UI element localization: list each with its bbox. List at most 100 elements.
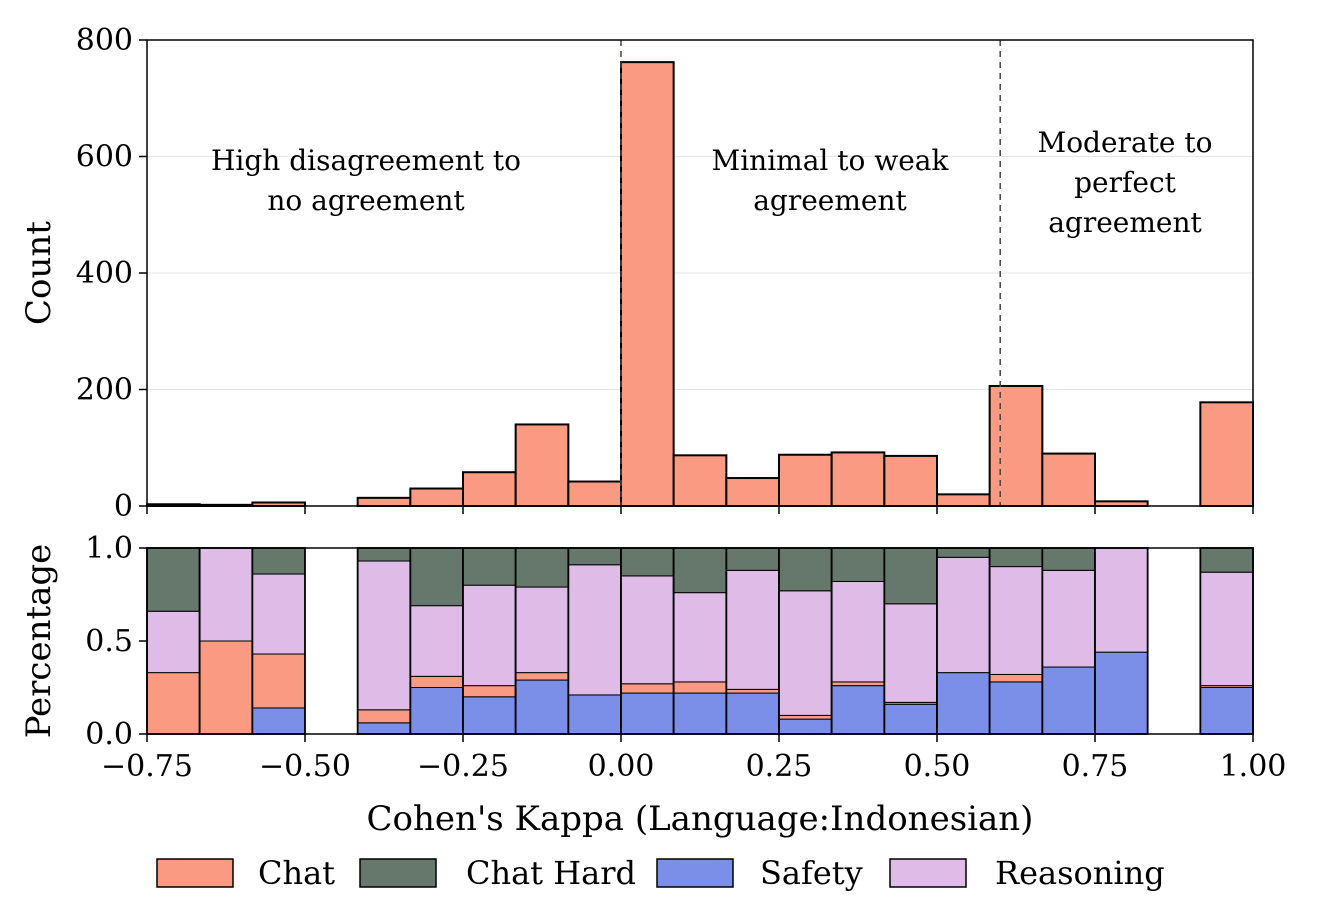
count-bar (830, 451, 886, 508)
percentage-segment (883, 603, 938, 703)
region-label: agreement (753, 184, 907, 217)
percentage-segment (146, 610, 201, 674)
percentage-segment (620, 547, 675, 577)
percentage-segment (936, 547, 991, 558)
legend: Chat Chat Hard Safety Reasoning (156, 854, 1165, 892)
count-bar (988, 385, 1044, 508)
x-tick-label: −0.75 (101, 749, 193, 784)
percentage-segment (462, 584, 517, 687)
percentage-segment (883, 703, 938, 735)
percentage-segment (673, 592, 727, 683)
legend-label: Chat Hard (466, 854, 636, 892)
x-tick-label: 0.50 (904, 749, 971, 784)
count-bar (356, 496, 412, 508)
percentage-segment (673, 547, 727, 594)
percentage-segment (251, 573, 306, 655)
percentage-segment (1199, 547, 1254, 573)
percentage-segment (1041, 547, 1096, 571)
count-bar (936, 493, 991, 508)
percentage-segment (936, 672, 991, 735)
percentage-segment (778, 590, 833, 716)
legend-label: Safety (760, 854, 863, 892)
percentage-segment (1094, 547, 1149, 653)
x-tick-label: −0.50 (259, 749, 351, 784)
region-label: High disagreement to (211, 144, 521, 177)
percentage-segment (989, 547, 1043, 568)
percentage-segment (1199, 687, 1254, 735)
percentage-segment (146, 547, 201, 612)
legend-swatch (359, 858, 437, 888)
percentage-segment (673, 692, 727, 735)
count-bar (725, 477, 780, 508)
legend-swatch (889, 858, 967, 888)
percentage-segment (725, 692, 780, 735)
percentage-segment (251, 653, 306, 709)
legend-swatch (156, 858, 234, 888)
percentage-segment (1094, 651, 1149, 735)
region-label: Minimal to weak (712, 144, 950, 177)
legend-label: Chat (258, 854, 335, 892)
x-tick-label: 0.75 (1062, 749, 1129, 784)
count-bar (883, 454, 938, 507)
percentage-segment (725, 547, 780, 571)
percentage-segment (462, 696, 517, 735)
y-tick-label: 0.5 (85, 624, 133, 659)
percentage-segment (357, 709, 411, 724)
y-axis-label: Count (19, 221, 59, 325)
percentage-segment (515, 679, 569, 735)
percentage-segment (515, 547, 569, 588)
x-tick-label: 0.00 (588, 749, 655, 784)
percentage-segment (199, 547, 253, 642)
percentage-segment (515, 586, 569, 674)
count-bar (1041, 452, 1096, 508)
y-tick-label: 200 (76, 373, 133, 408)
percentage-segment (1199, 571, 1254, 687)
percentage-segment (778, 718, 833, 735)
count-bar (778, 453, 833, 507)
percentage-segment (409, 675, 464, 689)
percentage-segment (778, 547, 833, 592)
count-bar (620, 61, 675, 507)
percentage-segment (462, 547, 517, 586)
count-bar (1199, 401, 1254, 507)
y-tick-label: 400 (76, 256, 133, 291)
percentage-segment (725, 688, 780, 694)
y-tick-label: 0 (114, 489, 133, 524)
percentage-segment (778, 714, 833, 720)
percentage-segment (567, 547, 622, 566)
y-tick-label: 600 (76, 140, 133, 175)
percentage-panel: 0.0 0.5 1.0 Percentage −0.75 −0.50 −0.25 0.00 0.… (19, 531, 1286, 839)
percentage-segment (831, 580, 885, 683)
count-bar (462, 471, 517, 507)
percentage-segment (620, 683, 675, 694)
percentage-segment (725, 569, 780, 690)
percentage-segment (567, 564, 622, 696)
count-bar (409, 487, 464, 507)
percentage-segment (409, 547, 464, 607)
legend-swatch (656, 858, 734, 888)
percentage-segment (831, 685, 885, 735)
percentage-segment (409, 687, 464, 735)
percentage-segment (989, 673, 1043, 683)
y-tick-label: 0.0 (85, 717, 133, 752)
count-bar (514, 423, 570, 508)
percentage-segment (831, 681, 885, 687)
region-label: perfect (1074, 166, 1176, 199)
x-tick-label: −0.25 (417, 749, 509, 784)
percentage-segment (251, 547, 306, 575)
percentage-segment (936, 556, 991, 674)
y-tick-label: 1.0 (85, 531, 133, 566)
count-bar (672, 454, 728, 508)
percentage-segment (883, 547, 938, 605)
percentage-segment (409, 605, 464, 677)
percentage-segment (673, 681, 727, 694)
region-label: no agreement (267, 184, 465, 217)
percentage-segment (989, 681, 1043, 735)
percentage-segment (831, 547, 885, 582)
percentage-segment (515, 672, 569, 681)
x-tick-label: 0.25 (746, 749, 813, 784)
percentage-segment (357, 722, 411, 735)
region-label: agreement (1048, 206, 1202, 239)
